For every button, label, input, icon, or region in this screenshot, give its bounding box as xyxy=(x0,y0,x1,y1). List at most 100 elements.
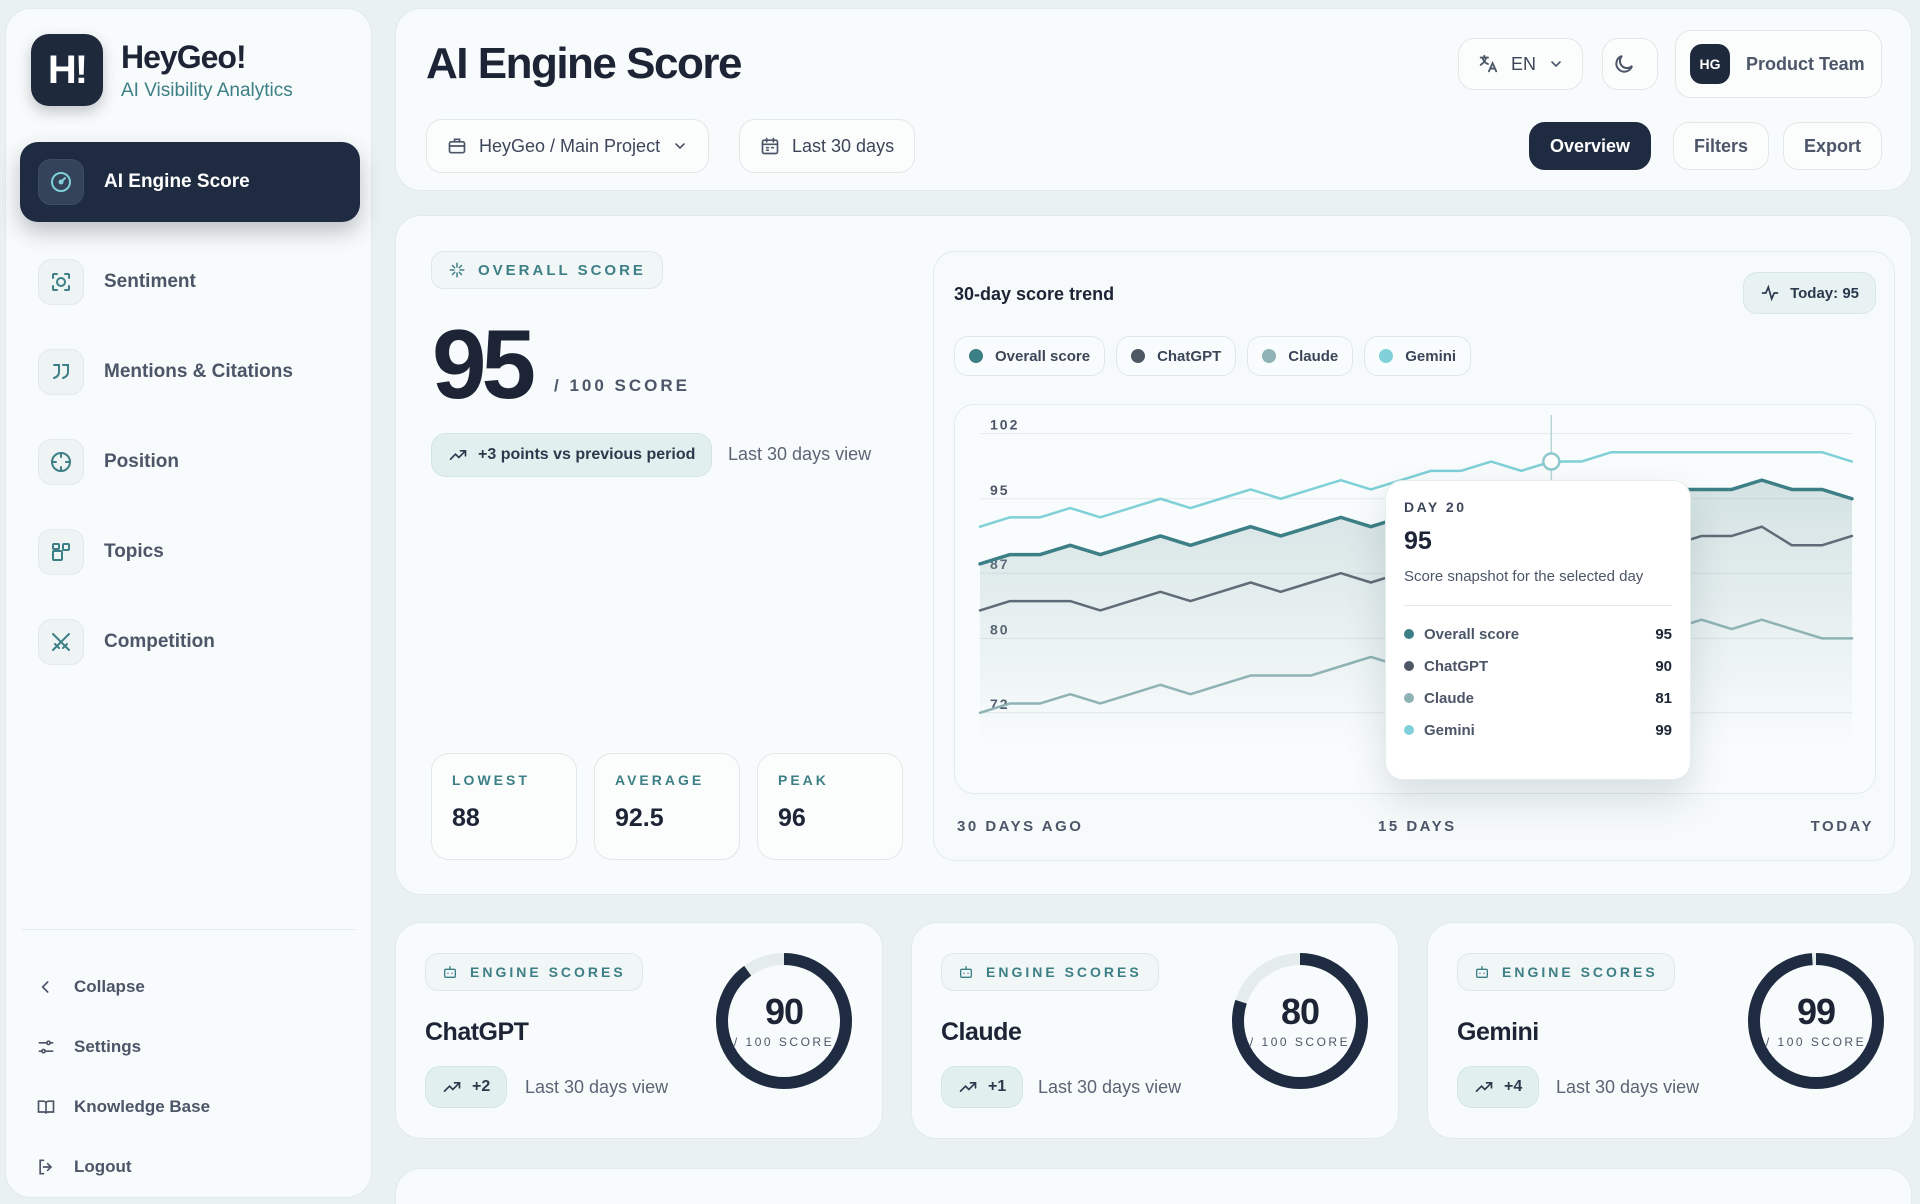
logout-label: Logout xyxy=(74,1157,132,1176)
translate-icon xyxy=(1479,54,1498,73)
legend-claude[interactable]: Claude xyxy=(1247,336,1354,376)
tab-overview[interactable]: Overview xyxy=(1529,122,1652,170)
stat-value: 88 xyxy=(452,804,480,832)
settings-link[interactable]: Settings xyxy=(36,1017,210,1077)
series-line-gemini xyxy=(978,450,1854,528)
gauge-unit: / 100 SCORE xyxy=(733,1035,835,1049)
engine-note: Last 30 days view xyxy=(525,1077,669,1097)
tooltip-row-value: 81 xyxy=(1655,689,1672,707)
collapse-button[interactable]: Collapse xyxy=(36,957,210,1017)
stat-lowest: LOWEST 88 xyxy=(431,753,577,860)
stat-value: 92.5 xyxy=(615,804,664,832)
stat-average: AVERAGE 92.5 xyxy=(594,753,740,860)
tooltip-row-label: Overall score xyxy=(1424,625,1520,643)
trend-title: 30-day score trend xyxy=(954,284,1115,304)
chart-legend: Overall score ChatGPT Claude Gemini xyxy=(954,336,1482,376)
engine-name: Gemini xyxy=(1457,1018,1539,1046)
sidebar-item-label: Position xyxy=(104,451,179,472)
overall-score-tag: OVERALL SCORE xyxy=(431,251,663,289)
sidebar-item-mentions-citations[interactable]: Mentions & Citations xyxy=(20,332,360,412)
sidebar-bottom-links: Collapse Settings Knowledge Base Logout xyxy=(36,957,210,1197)
gauge-value: 90 xyxy=(764,991,804,1032)
legend-label: Gemini xyxy=(1405,347,1457,365)
book-icon xyxy=(37,1100,55,1114)
engine-note: Last 30 days view xyxy=(1556,1077,1700,1097)
legend-dot xyxy=(1404,661,1414,671)
engine-name: ChatGPT xyxy=(425,1018,529,1046)
stat-label: AVERAGE xyxy=(615,772,705,788)
engine-card-chatgpt[interactable]: ENGINE SCORES ChatGPT +2 Last 30 days vi… xyxy=(395,922,883,1139)
sidebar-item-label: Competition xyxy=(104,631,215,652)
tab-export[interactable]: Export xyxy=(1783,122,1883,170)
legend-gemini[interactable]: Gemini xyxy=(1364,336,1472,376)
project-select[interactable]: HeyGeo / Main Project xyxy=(426,119,710,173)
robot-icon xyxy=(1476,966,1488,978)
knowledge-base-label: Knowledge Base xyxy=(74,1097,211,1116)
stat-value: 96 xyxy=(778,804,806,832)
overall-delta-badge: +3 points vs previous period xyxy=(431,433,713,477)
engine-card-gemini[interactable]: ENGINE SCORES Gemini +4 Last 30 days vie… xyxy=(1427,922,1915,1139)
legend-chatgpt[interactable]: ChatGPT xyxy=(1116,336,1237,376)
engine-delta-label: +1 xyxy=(988,1078,1007,1095)
legend-dot xyxy=(969,349,983,363)
brand-logo: H! xyxy=(31,34,103,106)
gauge-value: 80 xyxy=(1280,991,1320,1032)
overall-delta-label: +3 points vs previous period xyxy=(478,446,696,463)
trend-up-icon xyxy=(449,450,467,460)
legend-dot xyxy=(1131,349,1146,363)
chevron-down-icon xyxy=(1551,61,1561,68)
engine-scores-tag: ENGINE SCORES xyxy=(1457,953,1675,991)
stat-peak: PEAK 96 xyxy=(757,753,903,860)
x-axis-label-start: 30 DAYS AGO xyxy=(957,818,1084,835)
engine-scores-tag: ENGINE SCORES xyxy=(425,953,643,991)
engine-scores-tag-label: ENGINE SCORES xyxy=(470,964,626,980)
gauge-unit: / 100 SCORE xyxy=(1765,1035,1867,1049)
engine-scores-tag: ENGINE SCORES xyxy=(941,953,1159,991)
sidebar-item-ai-engine-score[interactable]: AI Engine Score xyxy=(20,142,360,222)
overall-score-unit: / 100 SCORE xyxy=(554,376,690,395)
tooltip-row-value: 95 xyxy=(1655,625,1672,643)
legend-dot xyxy=(1262,349,1277,363)
y-tick-label: 95 xyxy=(990,482,1010,498)
avatar: HG xyxy=(1690,44,1730,84)
brand[interactable]: H! HeyGeo! AI Visibility Analytics xyxy=(31,34,293,106)
date-range-select[interactable]: Last 30 days xyxy=(739,119,916,173)
today-label: Today: 95 xyxy=(1790,284,1859,302)
knowledge-base-link[interactable]: Knowledge Base xyxy=(36,1077,210,1137)
calendar-icon xyxy=(761,137,779,155)
language-select[interactable]: EN xyxy=(1458,38,1584,90)
engine-gauge: 80 / 100 SCORE xyxy=(1230,951,1370,1091)
sidebar-item-sentiment[interactable]: Sentiment xyxy=(20,242,360,322)
tab-filters[interactable]: Filters xyxy=(1673,122,1770,170)
gauge-unit: / 100 SCORE xyxy=(1249,1035,1351,1049)
overall-delta-note: Last 30 days view xyxy=(728,444,872,464)
logout-link[interactable]: Logout xyxy=(36,1137,210,1197)
tooltip-row-label: ChatGPT xyxy=(1424,657,1489,675)
tooltip-description: Score snapshot for the selected day xyxy=(1404,568,1644,585)
gauge-arc xyxy=(1748,953,1884,1089)
engine-note: Last 30 days view xyxy=(1038,1077,1182,1097)
sidebar-item-topics[interactable]: Topics xyxy=(20,512,360,592)
moon-icon xyxy=(1615,55,1633,73)
theme-toggle[interactable] xyxy=(1602,38,1658,90)
tooltip-divider xyxy=(1404,605,1672,606)
tooltip-row-label: Gemini xyxy=(1424,721,1475,739)
hover-point xyxy=(1542,452,1561,471)
user-menu[interactable]: HG Product Team xyxy=(1675,30,1882,98)
overall-score-tag-label: OVERALL SCORE xyxy=(478,261,646,279)
engine-gauge: 90 / 100 SCORE xyxy=(714,951,854,1091)
legend-dot xyxy=(1404,629,1414,639)
sidebar-item-position[interactable]: Position xyxy=(20,422,360,502)
legend-overall[interactable]: Overall score xyxy=(954,336,1106,376)
trend-up-icon xyxy=(443,1082,461,1092)
robot-icon xyxy=(960,966,972,978)
sidebar-nav: AI Engine Score Sentiment Mentions & Cit… xyxy=(20,142,360,692)
trend-up-icon xyxy=(1475,1082,1493,1092)
y-tick-label: 102 xyxy=(990,417,1019,433)
gauge-arc xyxy=(1232,953,1368,1089)
date-range-value: Last 30 days xyxy=(792,135,895,156)
sliders-icon xyxy=(38,1040,54,1054)
sidebar-item-competition[interactable]: Competition xyxy=(20,602,360,682)
engine-card-claude[interactable]: ENGINE SCORES Claude +1 Last 30 days vie… xyxy=(911,922,1399,1139)
grid-plus-icon xyxy=(38,529,84,575)
